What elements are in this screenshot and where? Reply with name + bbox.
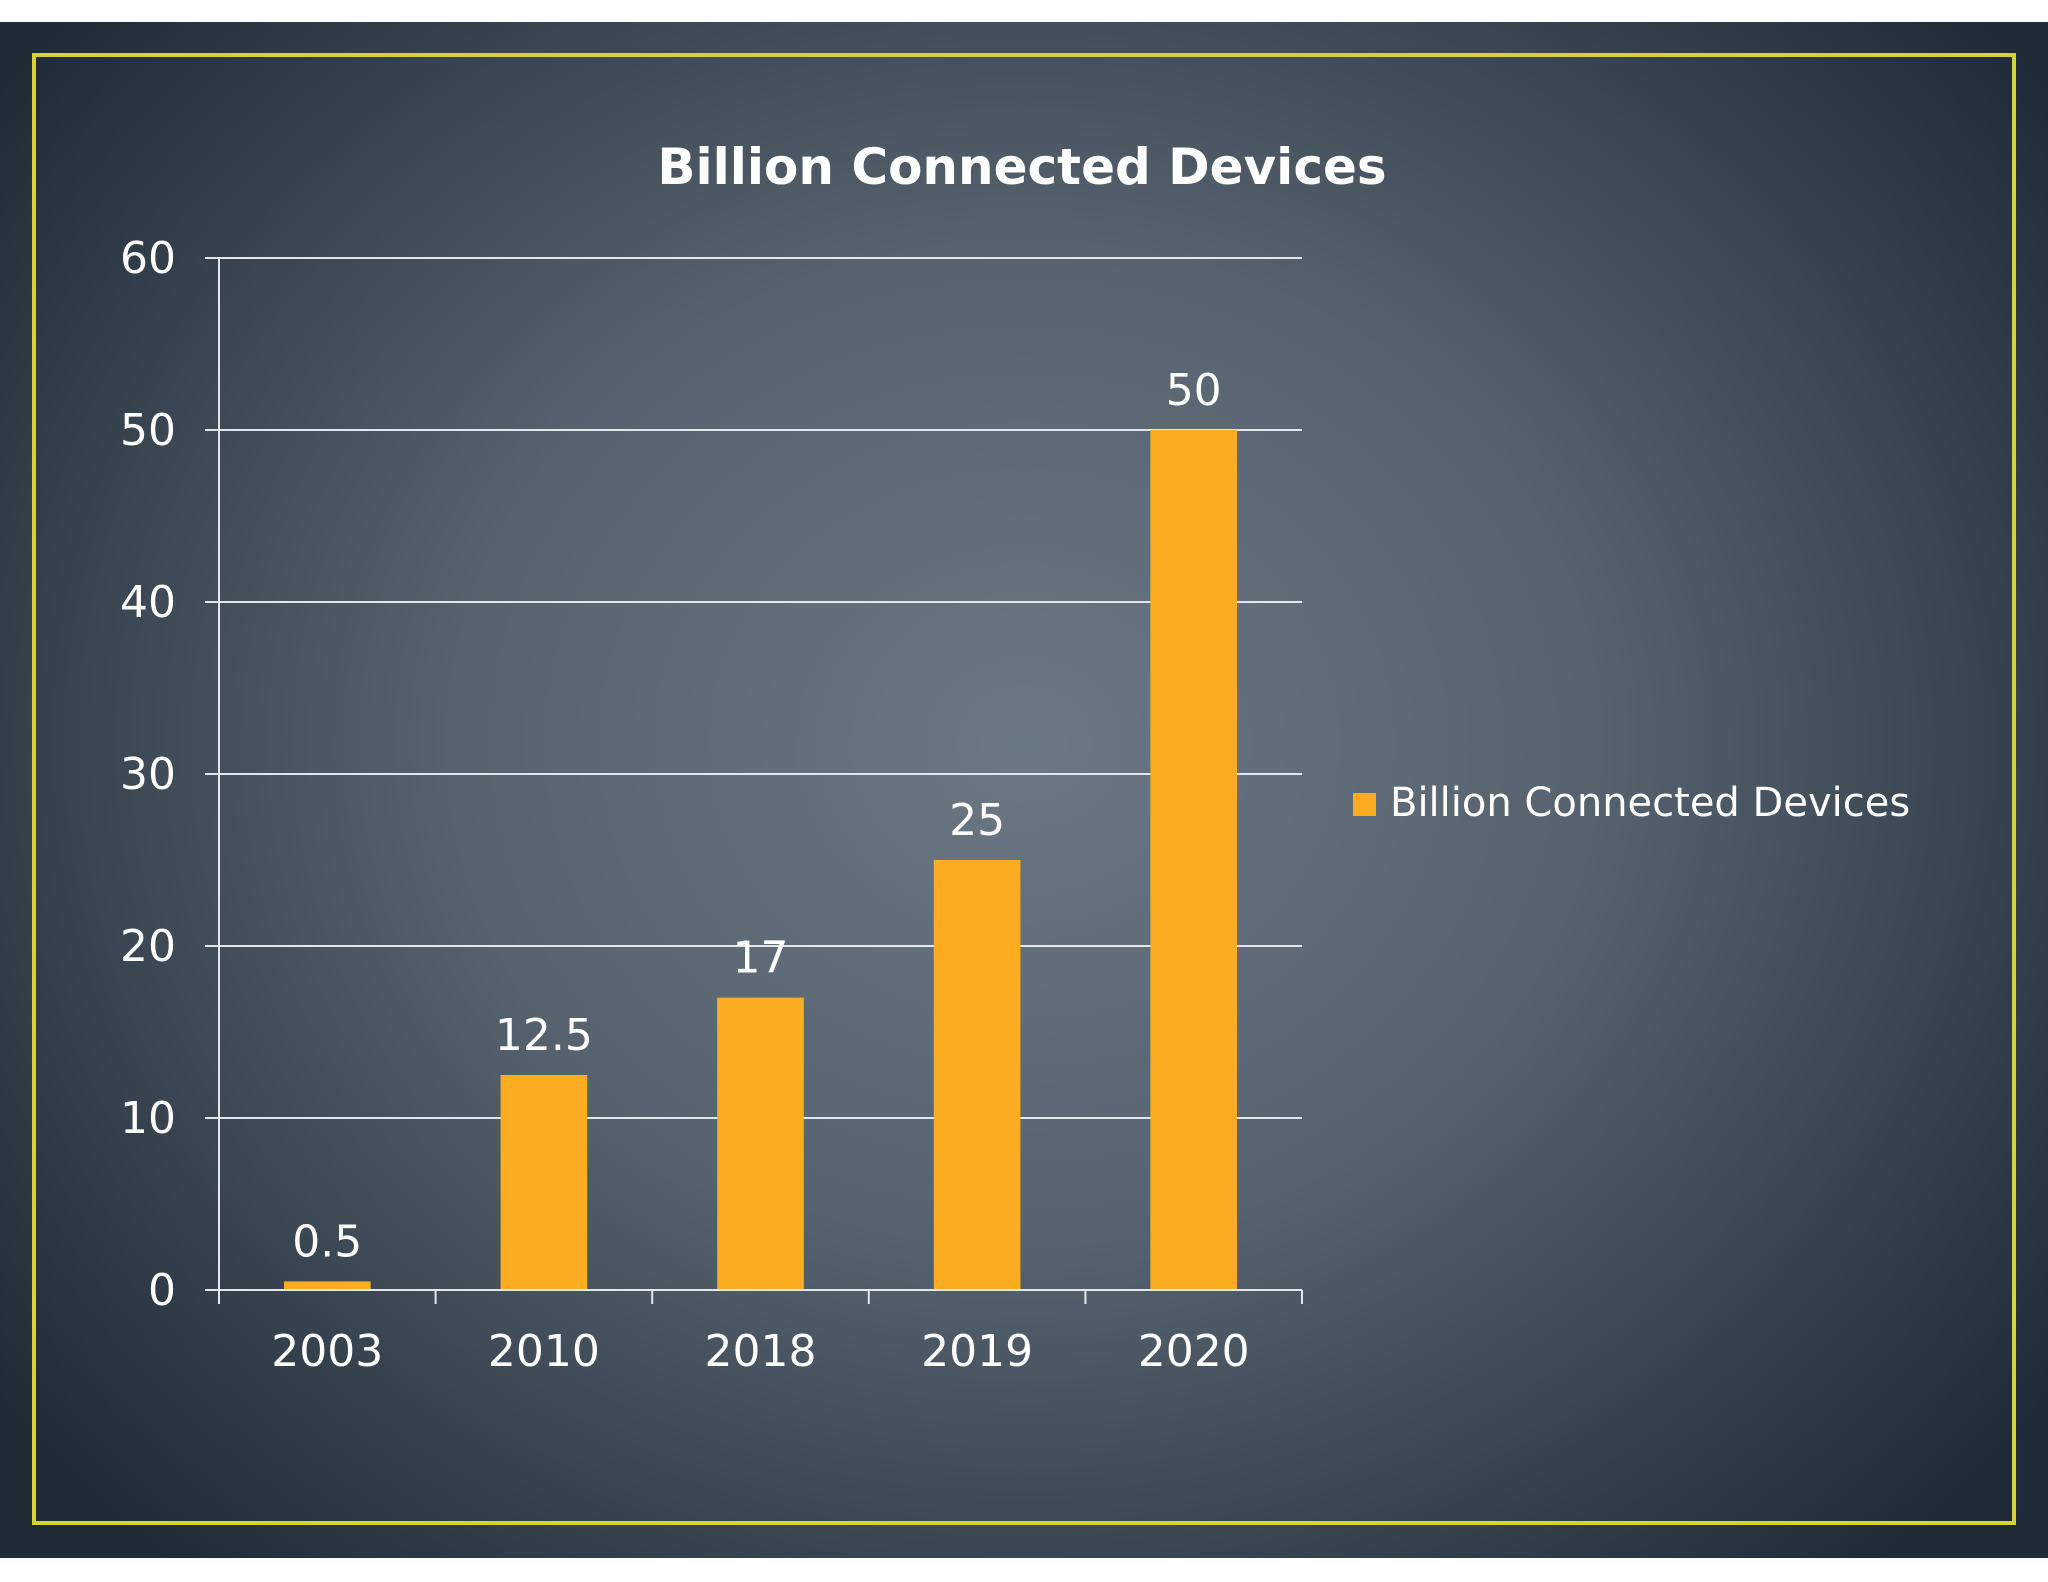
legend: Billion Connected Devices (1353, 780, 1910, 826)
y-tick-label: 40 (120, 577, 176, 628)
y-tick-label: 60 (120, 233, 176, 284)
bars (283, 430, 1238, 1290)
bar-2019 (933, 860, 1021, 1290)
data-label-2019: 25 (949, 795, 1005, 846)
bar-2020 (1150, 430, 1238, 1290)
data-label-2010: 12.5 (495, 1010, 593, 1061)
x-tick-label-2019: 2019 (921, 1326, 1033, 1377)
data-label-2018: 17 (733, 933, 789, 984)
x-tick-label-2010: 2010 (488, 1326, 600, 1377)
gridlines (205, 257, 1302, 1119)
axes (205, 258, 1303, 1304)
legend-swatch (1353, 793, 1376, 816)
x-tick-label-2018: 2018 (705, 1326, 817, 1377)
x-axis-tick-labels: 2003 2010 2018 2019 2020 (271, 1326, 1249, 1377)
y-axis-tick-labels: 0 10 20 30 40 50 60 (120, 233, 176, 1316)
y-tick-label: 0 (148, 1265, 176, 1316)
bar-2003 (283, 1281, 371, 1290)
y-tick-label: 20 (120, 921, 176, 972)
x-tick-label-2003: 2003 (271, 1326, 383, 1377)
y-tick-label: 10 (120, 1093, 176, 1144)
y-tick-label: 50 (120, 405, 176, 456)
x-tick-label-2020: 2020 (1138, 1326, 1250, 1377)
bar-2010 (500, 1075, 588, 1290)
slide-frame (32, 53, 2016, 1525)
chart-title: Billion Connected Devices (657, 138, 1386, 196)
slide-background: Billion Connected Devices 0 10 20 30 40 50 60 … (0, 22, 2048, 1558)
data-label-2003: 0.5 (292, 1216, 362, 1267)
legend-label: Billion Connected Devices (1390, 780, 1910, 826)
bar-chart: Billion Connected Devices 0102030405060 … (120, 138, 1910, 1377)
bar-2018 (717, 997, 804, 1290)
y-tick-label: 30 (120, 749, 176, 800)
data-label-2020: 50 (1166, 365, 1222, 416)
data-labels: 0.5 12.5 17 25 50 (292, 365, 1221, 1267)
